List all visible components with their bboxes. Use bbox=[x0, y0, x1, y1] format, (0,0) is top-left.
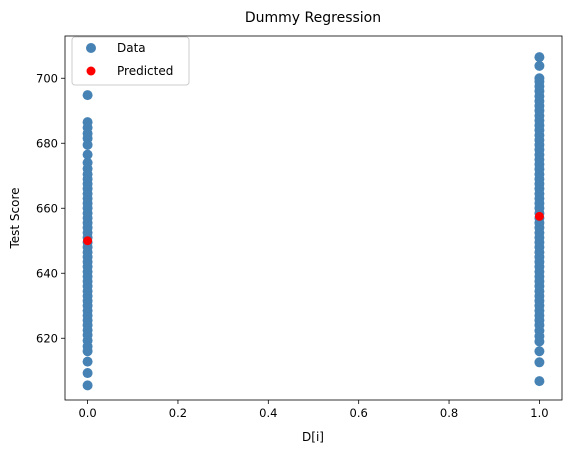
data-point-107 bbox=[534, 60, 545, 71]
data-point-50 bbox=[534, 357, 545, 368]
data-point-47 bbox=[82, 117, 93, 128]
legend: Data Predicted bbox=[71, 36, 190, 86]
x-tick-label-1: 0.2 bbox=[169, 406, 187, 420]
legend-label-data: Data bbox=[117, 41, 146, 55]
chart-title: Dummy Regression bbox=[245, 10, 381, 26]
x-tick-label-0: 0.0 bbox=[78, 406, 96, 420]
data-point-48 bbox=[82, 90, 93, 101]
x-tick-label-5: 1.0 bbox=[530, 406, 548, 420]
y-tick-label-4: 700 bbox=[36, 71, 58, 85]
x-ticks: 0.0 0.2 0.4 0.6 0.8 1.0 bbox=[78, 400, 549, 420]
x-tick-label-3: 0.6 bbox=[350, 406, 368, 420]
data-point-2 bbox=[82, 356, 93, 367]
data-point-49 bbox=[534, 376, 545, 387]
data-point-42 bbox=[82, 149, 93, 160]
y-tick-label-3: 680 bbox=[36, 136, 58, 150]
y-axis-label: Test Score bbox=[8, 187, 22, 249]
data-point-1 bbox=[82, 368, 93, 379]
legend-marker-predicted bbox=[86, 66, 96, 76]
data-point-106 bbox=[534, 73, 545, 84]
y-tick-label-0: 620 bbox=[36, 331, 58, 345]
y-ticks: 620 640 660 680 700 bbox=[36, 71, 65, 345]
legend-marker-data bbox=[86, 43, 96, 53]
plot-area-frame bbox=[64, 35, 563, 401]
predicted-point-0 bbox=[83, 236, 93, 246]
x-axis-label: D[i] bbox=[302, 430, 324, 444]
legend-label-predicted: Predicted bbox=[117, 64, 173, 78]
points-layer bbox=[82, 52, 545, 391]
data-point-108 bbox=[534, 52, 545, 63]
y-tick-label-2: 660 bbox=[36, 201, 58, 215]
x-tick-label-4: 0.8 bbox=[440, 406, 458, 420]
legend-box bbox=[71, 36, 190, 86]
x-tick-label-2: 0.4 bbox=[259, 406, 277, 420]
data-point-41 bbox=[82, 157, 93, 168]
data-point-51 bbox=[534, 346, 545, 357]
predicted-point-1 bbox=[534, 211, 544, 221]
y-tick-label-1: 640 bbox=[36, 266, 58, 280]
data-point-0 bbox=[82, 380, 93, 391]
